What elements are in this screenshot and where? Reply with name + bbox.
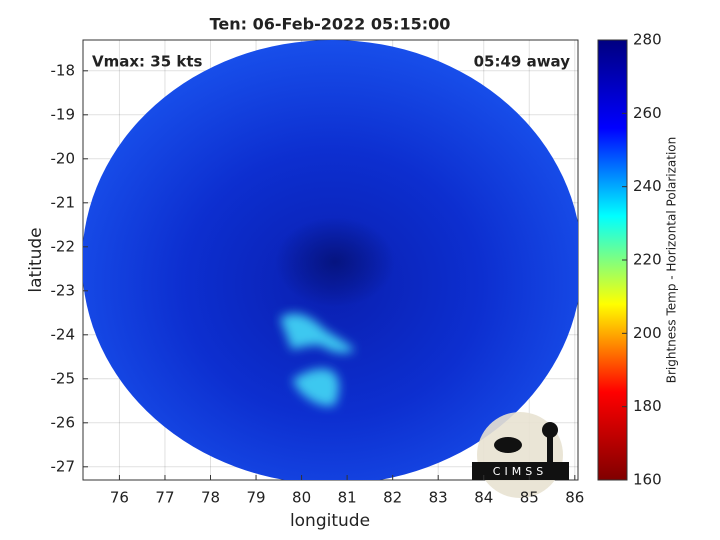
y-axis-label: latitude [26, 227, 46, 292]
y-tick-label: -24 [51, 325, 76, 343]
y-tick-label: -18 [51, 61, 76, 79]
y-tick-label: -22 [51, 237, 76, 255]
x-tick-label: 78 [201, 489, 220, 507]
x-tick-label: 82 [383, 489, 402, 507]
annotation: Vmax: 35 kts [92, 53, 202, 71]
x-tick-label: 79 [246, 489, 265, 507]
colorbar-tick-label: 240 [633, 177, 662, 195]
y-tick-label: -25 [51, 369, 76, 387]
y-tick-label: -19 [51, 105, 76, 123]
logo: CIMSS [472, 412, 569, 498]
colorbar-tick-label: 260 [633, 104, 662, 122]
colorbar-tick-label: 160 [633, 471, 662, 489]
x-tick-label: 83 [429, 489, 448, 507]
logo-text: CIMSS [493, 465, 547, 478]
y-tick-label: -26 [51, 413, 76, 431]
x-tick-label: 84 [474, 489, 493, 507]
x-axis-label: longitude [290, 511, 370, 531]
colorbar-tick-label: 180 [633, 397, 662, 415]
y-tick-label: -21 [51, 193, 76, 211]
x-tick-label: 77 [155, 489, 174, 507]
satellite-image [83, 40, 578, 480]
colorbar-tick-label: 220 [633, 251, 662, 269]
annotation: 05:49 away [474, 53, 571, 71]
y-tick-label: -20 [51, 149, 76, 167]
y-tick-label: -27 [51, 457, 76, 475]
colorbar-tick-label: 200 [633, 324, 662, 342]
y-tick-label: -23 [51, 281, 76, 299]
x-tick-label: 86 [565, 489, 584, 507]
colorbar-tick-label: 280 [633, 31, 662, 49]
x-tick-label: 81 [338, 489, 357, 507]
chart-title: Ten: 06-Feb-2022 05:15:00 [210, 15, 451, 34]
colorbar-label: Brightness Temp - Horizontal Polarizatio… [665, 137, 679, 384]
x-tick-label: 85 [520, 489, 539, 507]
x-tick-label: 80 [292, 489, 311, 507]
x-tick-label: 76 [110, 489, 129, 507]
